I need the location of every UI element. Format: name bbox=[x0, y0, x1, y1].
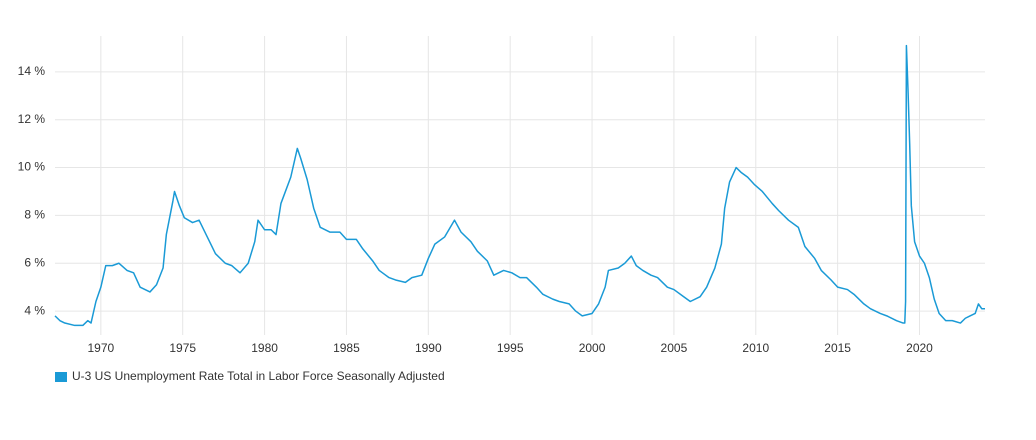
y-tick-label: 14 % bbox=[18, 64, 46, 78]
y-tick-label: 6 % bbox=[24, 255, 45, 269]
x-tick-label: 1975 bbox=[169, 341, 196, 355]
legend-label: U-3 US Unemployment Rate Total in Labor … bbox=[72, 369, 445, 383]
x-tick-label: 2020 bbox=[906, 341, 933, 355]
line-series bbox=[54, 44, 985, 327]
x-tick-label: 2015 bbox=[824, 341, 851, 355]
x-tick-label: 1995 bbox=[497, 341, 524, 355]
x-tick-label: 1970 bbox=[87, 341, 114, 355]
y-tick-label: 10 % bbox=[18, 160, 46, 174]
y-tick-label: 12 % bbox=[18, 112, 46, 126]
x-tick-label: 2010 bbox=[742, 341, 769, 355]
x-tick-label: 2000 bbox=[579, 341, 606, 355]
legend-swatch bbox=[55, 372, 67, 382]
y-tick-label: 8 % bbox=[24, 208, 45, 222]
x-tick-label: 1990 bbox=[415, 341, 442, 355]
x-tick-label: 1980 bbox=[251, 341, 278, 355]
x-tick-label: 2005 bbox=[661, 341, 688, 355]
x-tick-label: 1985 bbox=[333, 341, 360, 355]
y-tick-label: 4 % bbox=[24, 303, 45, 317]
